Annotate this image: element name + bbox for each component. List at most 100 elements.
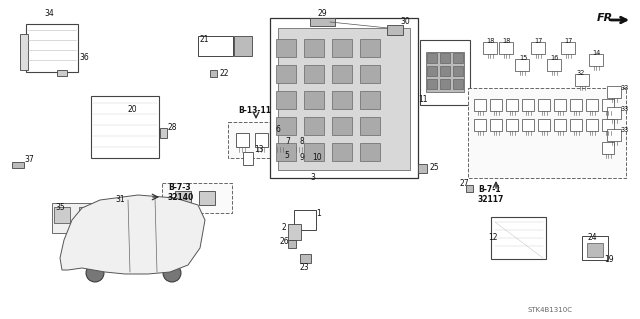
Text: 37: 37 [24,154,34,164]
Text: 11: 11 [418,95,428,105]
Bar [417,164,426,173]
Bar [332,117,352,135]
Bar [292,133,305,147]
Bar [587,243,603,257]
Bar [607,107,621,119]
Bar [586,119,598,131]
Bar [538,99,550,111]
Bar [515,59,529,71]
Bar [465,184,472,191]
Text: 17: 17 [534,38,542,44]
Text: 16: 16 [550,55,558,61]
Bar [26,24,78,72]
Bar [199,191,215,205]
Text: 18: 18 [486,38,494,44]
Bar [474,99,486,111]
Bar [453,53,463,63]
Text: 17: 17 [564,38,572,44]
Bar [273,133,287,147]
Bar [522,119,534,131]
Bar [499,42,513,54]
Text: 8: 8 [299,137,304,146]
Bar [12,162,24,168]
Text: 31: 31 [115,196,125,204]
Text: B-7-3: B-7-3 [168,183,191,192]
Text: 2: 2 [281,224,285,233]
Circle shape [163,264,181,282]
Bar [602,142,614,154]
Bar [287,224,301,240]
Text: FR.: FR. [597,13,618,23]
Bar [468,88,626,178]
Bar [304,39,324,57]
Text: 20: 20 [128,106,138,115]
Text: 23: 23 [299,263,308,272]
Text: 10: 10 [312,153,322,162]
Bar [91,96,159,158]
Bar [294,210,316,230]
Bar [440,53,450,63]
Text: 6: 6 [276,125,281,135]
Text: 29: 29 [317,10,326,19]
Bar [332,143,352,161]
Bar [304,143,324,161]
Text: 9: 9 [299,153,304,162]
Text: 32117: 32117 [478,195,504,204]
Bar [360,117,380,135]
Polygon shape [165,196,192,214]
Bar [554,119,566,131]
Text: B-13-11: B-13-11 [238,106,271,115]
Bar [427,53,437,63]
Bar [506,119,518,131]
Text: 3: 3 [310,174,315,182]
Bar [162,183,232,213]
Bar [300,254,310,263]
Bar [234,36,252,56]
Bar [427,66,437,76]
Bar [20,34,28,70]
Bar [209,70,216,77]
Text: 33: 33 [621,127,629,133]
Bar [440,79,450,89]
Text: 32: 32 [577,70,586,76]
Text: 26: 26 [279,238,289,247]
Circle shape [86,264,104,282]
Bar [304,65,324,83]
Text: 18: 18 [502,38,510,44]
Text: 34: 34 [44,10,54,19]
Polygon shape [100,198,138,210]
Bar [175,191,191,205]
Bar [236,133,248,147]
Bar [332,39,352,57]
Bar [276,39,296,57]
Bar [602,99,614,111]
Bar [387,25,403,35]
Bar [270,18,418,178]
Text: 32140: 32140 [168,193,195,202]
Bar [607,86,621,98]
Text: 15: 15 [519,55,527,61]
Text: B-7-1: B-7-1 [478,185,500,194]
Bar [490,119,502,131]
Bar [607,129,621,141]
Bar [278,28,410,170]
Text: STK4B1310C: STK4B1310C [528,307,573,313]
Bar [276,65,296,83]
Bar [575,74,589,86]
Bar [547,59,561,71]
Text: 33: 33 [621,106,629,112]
Text: 24: 24 [588,234,598,242]
Text: 21: 21 [200,35,209,44]
Bar [360,65,380,83]
Text: 12: 12 [488,234,497,242]
Bar [276,143,296,161]
Text: 14: 14 [592,50,600,56]
Bar [79,207,97,219]
Text: 33: 33 [621,85,629,91]
Bar [522,99,534,111]
Bar [420,40,470,105]
Bar [54,207,70,223]
Bar [586,99,598,111]
Bar [570,99,582,111]
Bar [159,128,166,138]
